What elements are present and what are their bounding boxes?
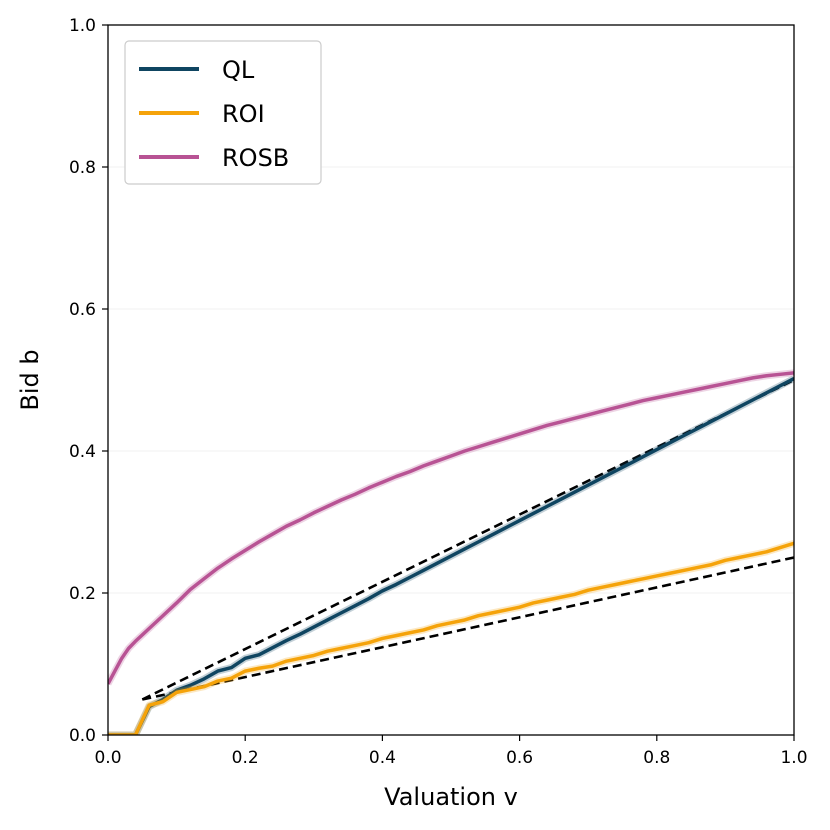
series-line-ql bbox=[108, 377, 794, 735]
x-tick-label: 0.2 bbox=[232, 748, 259, 768]
series-layer bbox=[108, 369, 794, 735]
y-tick-label: 0.8 bbox=[69, 158, 96, 178]
y-tick-label: 1.0 bbox=[69, 16, 96, 36]
x-axis-label: Valuation v bbox=[384, 783, 518, 811]
legend-box bbox=[124, 40, 322, 185]
legend-label-ql: QL bbox=[222, 56, 255, 84]
y-tick-label: 0.6 bbox=[69, 300, 96, 320]
x-tick-label: 0.0 bbox=[94, 748, 121, 768]
x-tick-label: 0.6 bbox=[506, 748, 533, 768]
plot-area bbox=[108, 369, 794, 735]
legend-label-rosb: ROSB bbox=[222, 144, 289, 172]
y-axis: 0.0 0.2 0.4 0.6 0.8 1.0 bbox=[69, 16, 108, 746]
x-tick-label: 1.0 bbox=[780, 748, 807, 768]
plot-frame bbox=[107, 24, 795, 736]
legend-label-roi: ROI bbox=[222, 100, 265, 128]
legend: QL ROI ROSB bbox=[124, 40, 322, 185]
x-tick-label: 0.8 bbox=[643, 748, 670, 768]
x-tick-label: 0.4 bbox=[369, 748, 396, 768]
series-line-rosb bbox=[108, 371, 794, 685]
y-axis-label: Bid b bbox=[16, 349, 44, 410]
y-tick-label: 0.2 bbox=[69, 584, 96, 604]
series-line-roi bbox=[108, 541, 794, 735]
x-axis: 0.0 0.2 0.4 0.6 0.8 1.0 bbox=[94, 735, 808, 768]
y-tick-label: 0.4 bbox=[69, 442, 96, 462]
y-tick-label: 0.0 bbox=[69, 726, 96, 746]
